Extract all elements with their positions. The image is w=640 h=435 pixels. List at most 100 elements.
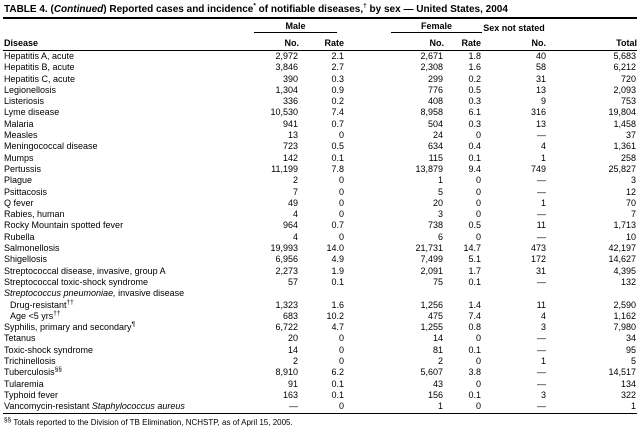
total-cell: 34: [626, 333, 637, 344]
disease-name: Typhoid fever: [3, 390, 253, 401]
sex-not-stated-no-cell: —: [537, 367, 547, 378]
table-row: Rabies, human 4 0 3 0 — 7: [3, 209, 637, 220]
male-rate-cell: 0: [339, 209, 345, 220]
disease-name: Malaria: [3, 119, 253, 130]
group-header-spacer-total: [548, 20, 637, 33]
male-no-cell: 57: [287, 276, 298, 287]
female-no-cell: 24: [433, 130, 444, 141]
table-row: Toxic-shock syndrome 14 0 81 0.1 — 95: [3, 345, 637, 356]
male-rate-cell: 6.2: [331, 367, 345, 378]
text-part: Plague: [4, 175, 33, 186]
total-cell: 322: [620, 389, 637, 400]
male-rate-cell: 0: [339, 333, 345, 344]
group-header-female-label: Female: [391, 21, 483, 33]
text-part: Tularemia: [4, 378, 44, 389]
sex-not-stated-no-cell: 473: [530, 243, 547, 254]
male-rate-cell: 2.7: [331, 62, 345, 73]
sex-not-stated-no-cell: 58: [536, 62, 547, 73]
sex-not-stated-no-cell: 1: [541, 152, 547, 163]
female-rate-cell: 0: [476, 333, 482, 344]
disease-name: Listeriosis: [3, 96, 253, 107]
male-no-cell: 6,722: [275, 322, 298, 333]
group-header-male-label: Male: [254, 21, 338, 33]
text-part: TABLE 4. (: [4, 4, 54, 15]
male-rate-cell: 1.9: [331, 265, 345, 276]
male-rate-cell: 10.2: [326, 310, 345, 321]
disease-name: Toxic-shock syndrome: [3, 345, 253, 356]
male-no-cell: 4: [292, 231, 298, 242]
text-part: Trichinellosis: [4, 356, 56, 367]
table-row: Rubella 4 0 6 0 — 10: [3, 232, 637, 243]
disease-name: Rocky Mountain spotted fever: [3, 220, 253, 231]
male-no-cell: 163: [282, 389, 298, 400]
column-header-female-rate: Rate: [444, 33, 485, 51]
text-part: *: [253, 2, 256, 10]
male-rate-cell: 0: [339, 175, 345, 186]
disease-name: Trichinellosis: [3, 356, 253, 367]
female-rate-cell: 1.4: [468, 299, 482, 310]
sex-not-stated-no-cell: 9: [541, 96, 547, 107]
male-rate-cell: 0.1: [331, 389, 345, 400]
total-cell: 2,093: [613, 84, 637, 95]
female-rate-cell: 0.5: [468, 220, 482, 231]
male-rate-cell: 7.8: [331, 163, 345, 174]
sex-not-stated-no-cell: 4: [541, 141, 547, 152]
text-part: ††: [66, 298, 74, 306]
disease-name: Hepatitis C, acute: [3, 74, 253, 85]
group-header-sex-not-stated-label: Sex not stated: [483, 23, 545, 33]
text-part: †: [363, 2, 367, 10]
male-no-cell: 11,199: [271, 163, 298, 174]
table-row: Q fever 49 0 20 0 1 70: [3, 198, 637, 209]
disease-name: Meningococcal disease: [3, 141, 253, 152]
male-no-cell: 7: [292, 186, 298, 197]
female-no-cell: 634: [427, 141, 444, 152]
total-cell: 7,980: [613, 322, 637, 333]
column-group-header-row: Male Female Sex not stated: [3, 20, 637, 33]
female-no-cell: 776: [427, 84, 444, 95]
table-row: Streptococcal toxic-shock syndrome 57 0.1 7…: [3, 277, 637, 288]
text-part: Syphilis, primary and secondary: [4, 322, 132, 333]
female-rate-cell: 1.6: [468, 62, 482, 73]
female-rate-cell: 0.5: [468, 84, 482, 95]
text-part: Meningococcal disease: [4, 141, 98, 152]
male-no-cell: 1,323: [275, 299, 298, 310]
male-no-cell: 19,993: [270, 243, 298, 254]
male-rate-cell: 0.1: [331, 378, 345, 389]
male-rate-cell: 0: [339, 344, 345, 355]
text-part: Listeriosis: [4, 96, 45, 107]
total-cell: 6,212: [613, 62, 637, 73]
text-part: Rabies, human: [4, 209, 65, 220]
male-no-cell: 3,846: [275, 62, 298, 73]
sex-not-stated-no-cell: 4: [541, 310, 547, 321]
male-rate-cell: 0.3: [331, 73, 345, 84]
female-no-cell: 738: [427, 220, 444, 231]
table-row: Typhoid fever 163 0.1 156 0.1 3 322: [3, 390, 637, 401]
total-cell: 14,517: [608, 367, 637, 378]
disease-name: Drug-resistant††: [3, 298, 253, 311]
table-row: Age <5 yrs†† 683 10.2 475 7.4 4 1,162: [3, 310, 637, 322]
female-no-cell: 6: [438, 231, 444, 242]
table-row: Vancomycin-resistant Staphylococcus aure…: [3, 401, 637, 413]
text-part: Age <5 yrs: [10, 310, 54, 321]
sex-not-stated-no-cell: —: [537, 401, 547, 412]
male-rate-cell: [299, 288, 347, 299]
sex-not-stated-no-cell: —: [537, 333, 547, 344]
table-row: Lyme disease 10,530 7.4 8,958 6.1 316 19,804: [3, 107, 637, 118]
male-rate-cell: 0.9: [331, 84, 345, 95]
female-no-cell: 1: [438, 175, 444, 186]
disease-name: Vancomycin-resistant Staphylococcus aure…: [3, 401, 253, 413]
female-no-cell: 408: [427, 96, 444, 107]
female-no-cell: [347, 288, 444, 299]
table-row: Mumps 142 0.1 115 0.1 1 258: [3, 153, 637, 164]
notifiable-diseases-table: Male Female Sex not stated Disease No. R…: [3, 20, 638, 414]
sex-not-stated-no-cell: 11: [536, 299, 547, 310]
table-row: Streptococcus pneumoniae, invasive disea…: [3, 288, 637, 299]
table-row: Shigellosis 6,956 4.9 7,499 5.1 172 14,627: [3, 254, 637, 265]
table-row: Trichinellosis 2 0 2 0 1 5: [3, 356, 637, 367]
text-part: Psittacosis: [4, 186, 48, 197]
column-header-male-rate: Rate: [299, 33, 348, 51]
female-rate-cell: 0.1: [468, 344, 482, 355]
table-row: Measles 13 0 24 0 — 37: [3, 130, 637, 141]
disease-name: Psittacosis: [3, 187, 253, 198]
table-row: Malaria 941 0.7 504 0.3 13 1,458: [3, 119, 637, 130]
